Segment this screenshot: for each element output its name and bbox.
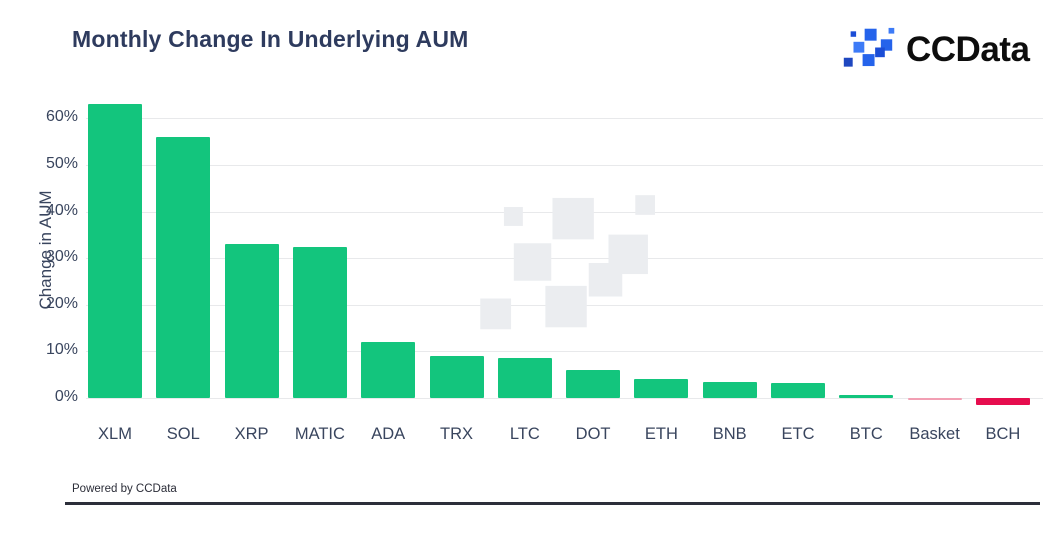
x-category-label-LTC: LTC (509, 425, 540, 443)
gridline-0% (86, 398, 1043, 399)
bar-MATIC (292, 246, 347, 398)
x-category-label-ADA: ADA (371, 425, 406, 443)
gridline-50% (86, 165, 1043, 166)
plot-area: 0% 10% 20% 30% 40% 50% 60% XLM SOL XRP MATIC ADA TRX… (46, 95, 1043, 475)
x-category-label-MATIC: MATIC (294, 425, 345, 443)
x-category-label-BCH: BCH (985, 425, 1021, 443)
bar-Basket (907, 398, 962, 400)
bar-TRX (429, 355, 484, 398)
x-category-label-XRP: XRP (234, 425, 269, 443)
powered-by-note: Powered by CCData (72, 483, 177, 495)
x-category-label-BNB: BNB (712, 425, 747, 443)
brand-wordmark: CCData (906, 30, 1030, 69)
bar-ETH (634, 378, 689, 398)
y-tick-label-20%: 20% (45, 294, 78, 312)
ccdata-watermark-icon (478, 192, 664, 339)
brand-logo: CCData (843, 27, 1030, 73)
bar-DOT (566, 370, 621, 398)
x-category-label-ETH: ETH (644, 425, 678, 443)
footer-divider (65, 502, 1040, 505)
x-category-label-Basket: Basket (909, 425, 960, 443)
ccdata-logo-icon (843, 27, 897, 73)
bar-ADA (361, 342, 416, 398)
y-tick-label-60%: 60% (45, 108, 78, 126)
page-title: Monthly Change In Underlying AUM (72, 26, 469, 52)
x-category-label-ETC: ETC (781, 425, 815, 443)
gridline-30% (86, 258, 1043, 260)
x-category-label-BTC: BTC (849, 425, 883, 443)
gridline-60% (86, 118, 1043, 120)
bar-ETC (771, 383, 825, 398)
x-category-label-XLM: XLM (98, 425, 132, 443)
y-tick-label-10%: 10% (45, 341, 78, 359)
bar-BCH (975, 398, 1030, 405)
x-category-label-TRX: TRX (440, 425, 473, 443)
bar-SOL (156, 137, 211, 398)
bar-LTC (497, 358, 552, 398)
bar-XRP (224, 244, 279, 398)
y-tick-label-0%: 0% (54, 388, 78, 405)
y-tick-label-40%: 40% (45, 201, 78, 219)
y-tick-label-50%: 50% (45, 155, 78, 172)
bar-BTC (839, 395, 894, 398)
y-tick-label-30%: 30% (45, 248, 78, 266)
bar-XLM (88, 104, 142, 398)
bar-BNB (702, 381, 757, 398)
x-category-label-DOT: DOT (575, 425, 611, 443)
gridline-10% (86, 351, 1043, 353)
x-category-label-SOL: SOL (166, 425, 200, 443)
